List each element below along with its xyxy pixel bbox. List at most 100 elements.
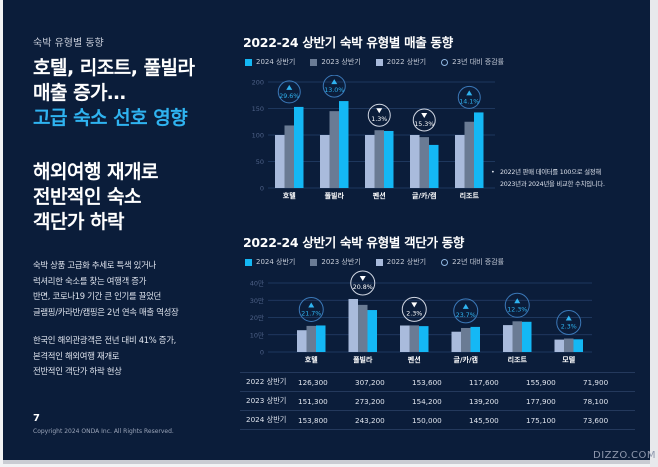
headline-line-1: 호텔, 리조트, 풀빌라 xyxy=(33,57,195,79)
bar-2023-상반기 xyxy=(419,137,429,188)
bar-2023-상반기 xyxy=(564,338,574,352)
y-tick-label: 40만 xyxy=(250,279,264,288)
bar-2022-상반기 xyxy=(348,299,358,352)
legend-item-change: 22년 대비 증감률 xyxy=(441,257,504,267)
body2-line: 본격적인 해외여행 재개로 xyxy=(33,350,120,361)
page-edge xyxy=(650,0,658,467)
bar-2024-상반기 xyxy=(384,130,394,188)
change-label: 12.3% xyxy=(507,306,527,313)
bar-2024-상반기 xyxy=(429,144,439,188)
y-tick-label: 20만 xyxy=(250,313,264,322)
triangle-down-icon xyxy=(359,276,366,282)
legend-swatch-2022 xyxy=(375,58,383,66)
change-label: 2.3% xyxy=(406,310,422,317)
triangle-up-icon xyxy=(565,315,572,321)
bar-2024-상반기 xyxy=(339,101,349,188)
chart1-plot: 0 50 100 150 200 호텔 29.6% 풀빌라 13.0% 펜션 1.3% 글/카/캠 15… xyxy=(252,75,495,200)
bar-2024-상반기 xyxy=(470,326,480,352)
chart1-legend: 2024 상반기 2023 상반기 2022 상반기 23년 대비 증감률 xyxy=(245,57,519,67)
change-badge: 2.3% xyxy=(401,296,427,322)
headline2-line-3: 객단가 하락 xyxy=(33,211,125,233)
legend-label: 2022 상반기 xyxy=(386,58,427,66)
triangle-up-icon xyxy=(331,79,338,85)
section-eyebrow: 숙박 유형별 동향 xyxy=(33,38,104,49)
bar-2023-상반기 xyxy=(512,321,522,352)
bar-2022-상반기 xyxy=(503,325,513,352)
bar-2024-상반기 xyxy=(316,325,326,352)
headline-accent-line: 고급 숙소 선호 영향 xyxy=(33,107,188,129)
bar-2022-상반기 xyxy=(410,135,420,188)
legend-item-2022: 2022 상반기 xyxy=(375,257,427,267)
headline: 호텔, 리조트, 풀빌라 매출 증가… 고급 숙소 선호 영향 xyxy=(33,56,195,131)
table-cell: 153,800 xyxy=(293,410,350,430)
table-cell: 175,100 xyxy=(521,410,578,430)
legend-swatch-2023 xyxy=(310,58,318,66)
legend-label: 2024 상반기 xyxy=(256,258,296,266)
change-label: 23.7% xyxy=(456,312,476,319)
bar-2022-상반기 xyxy=(554,339,564,352)
legend-label: 2022 상반기 xyxy=(386,258,427,266)
table-cell: 145,500 xyxy=(464,410,521,430)
y-tick-label: 0 xyxy=(260,185,264,193)
headline-secondary: 해외여행 재개로 전반적인 숙소 객단가 하락 xyxy=(33,160,158,235)
body1-line: 글램핑/카라반/캠핑은 2년 연속 매출 역성장 xyxy=(33,306,179,317)
y-tick-label: 0 xyxy=(260,349,264,357)
legend-label: 2023 상반기 xyxy=(321,58,361,66)
change-label: 20.8% xyxy=(353,284,373,291)
bar-2023-상반기 xyxy=(374,130,384,188)
bar-2023-상반기 xyxy=(461,327,471,352)
table-cell: 154,200 xyxy=(407,391,464,411)
triangle-up-icon xyxy=(286,84,293,90)
legend-item-change: 23년 대비 증감률 xyxy=(441,57,504,67)
change-label: 15.3% xyxy=(414,121,434,128)
x-tick-label: 풀빌라 xyxy=(353,355,373,364)
body1-line: 반면, 코로나19 기간 큰 인기를 끌었던 xyxy=(33,291,161,301)
page-shadow xyxy=(3,460,650,464)
x-tick-label: 풀빌라 xyxy=(325,191,345,200)
change-label: 13.0% xyxy=(324,87,344,94)
bar-2022-상반기 xyxy=(365,135,375,188)
bar-2024-상반기 xyxy=(294,106,304,188)
chart2-title: 2022-24 상반기 숙박 유형별 객단가 동향 xyxy=(243,235,465,250)
change-badge: 29.6% xyxy=(277,80,301,104)
bar-2023-상반기 xyxy=(464,121,474,188)
triangle-up-icon xyxy=(308,302,315,308)
bar-2022-상반기 xyxy=(455,135,465,188)
table-cell: 150,000 xyxy=(407,410,464,430)
bar-2024-상반기 xyxy=(419,326,429,352)
table-row: 2022 상반기 126,300 307,200 153,600 117,600 155,… xyxy=(240,372,635,392)
change-ring xyxy=(401,296,427,322)
table-cell: 243,200 xyxy=(350,410,407,430)
y-tick-label: 150 xyxy=(252,105,264,113)
change-label: 1.3% xyxy=(371,116,387,123)
bar-2024-상반기 xyxy=(573,339,583,352)
watermark: DIZZO.COM xyxy=(593,450,656,461)
bar-2024-상반기 xyxy=(367,310,377,352)
body2-line: 한국인 해외관광객은 전년 대비 41% 증가, xyxy=(33,335,176,345)
triangle-up-icon xyxy=(466,90,473,96)
change-badge: 14.1% xyxy=(457,85,481,109)
change-ring xyxy=(457,85,481,109)
y-tick-label: 200 xyxy=(252,79,264,87)
bar-2022-상반기 xyxy=(320,135,330,188)
row-label: 2022 상반기 xyxy=(240,372,293,392)
legend-item-2023: 2023 상반기 xyxy=(310,257,361,267)
table-cell: 273,200 xyxy=(350,391,407,411)
change-badge: 2.3% xyxy=(556,310,582,336)
change-ring xyxy=(412,108,436,132)
table-cell: 73,600 xyxy=(578,410,635,430)
legend-swatch-2023 xyxy=(310,258,318,266)
bar-2023-상반기 xyxy=(284,125,294,188)
change-badge: 12.3% xyxy=(504,292,530,318)
y-tick-label: 10만 xyxy=(250,330,264,339)
legend-label: 23년 대비 증감률 xyxy=(452,58,505,66)
y-tick-label: 50 xyxy=(256,158,264,166)
bar-2023-상반기 xyxy=(306,325,316,352)
change-label: 29.6% xyxy=(279,93,299,100)
headline2-line-1: 해외여행 재개로 xyxy=(33,161,158,183)
note-line: 2022년 판매 데이터를 100으로 설정해 xyxy=(500,169,601,176)
legend-swatch-2022 xyxy=(375,258,383,266)
legend-ring-icon xyxy=(441,58,449,66)
x-tick-label: 모텔 xyxy=(562,355,575,364)
